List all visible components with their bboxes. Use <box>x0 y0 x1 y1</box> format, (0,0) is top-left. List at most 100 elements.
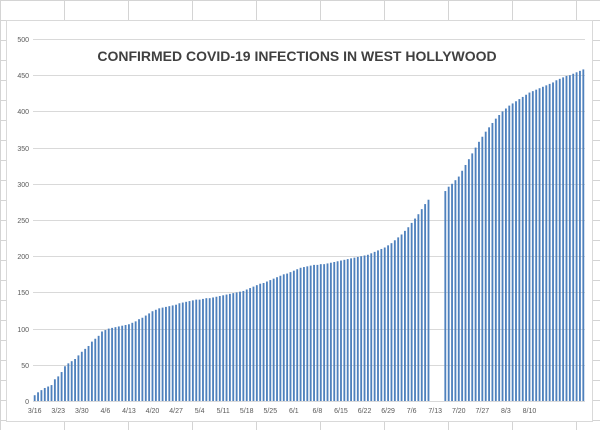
y-tick-label: 150 <box>17 290 29 297</box>
bar <box>457 176 460 401</box>
bar <box>521 96 524 402</box>
bar <box>107 328 110 401</box>
bar <box>50 385 53 401</box>
bar <box>168 306 171 401</box>
bar <box>535 89 538 402</box>
bar <box>249 288 252 401</box>
bar <box>329 262 332 401</box>
bar <box>326 263 329 401</box>
bar <box>292 270 295 401</box>
y-tick-label: 250 <box>17 218 29 225</box>
bar <box>552 82 554 401</box>
bar <box>545 85 548 401</box>
bar <box>235 292 238 401</box>
bar <box>491 122 494 401</box>
bar <box>323 264 326 401</box>
bar <box>467 159 470 401</box>
bar <box>572 73 575 401</box>
bar <box>97 335 100 401</box>
bar <box>218 296 221 401</box>
bar <box>165 306 167 401</box>
bar <box>424 204 427 401</box>
bar <box>276 277 278 401</box>
bar <box>548 83 551 401</box>
bar <box>383 247 386 401</box>
bar <box>111 327 114 401</box>
bar <box>228 293 231 401</box>
bar <box>252 286 255 401</box>
x-tick-label: 5/11 <box>217 408 230 415</box>
bar <box>266 281 268 401</box>
bar <box>117 326 120 401</box>
bar <box>346 259 349 401</box>
bar <box>518 99 521 401</box>
bar <box>222 295 225 401</box>
bar <box>262 282 265 401</box>
bar <box>390 243 393 401</box>
bar <box>128 324 130 401</box>
bar <box>104 330 107 401</box>
bar <box>151 311 154 401</box>
bar <box>60 372 63 401</box>
bar <box>575 72 578 402</box>
bar <box>269 280 272 401</box>
bar <box>80 351 83 401</box>
bar <box>148 313 151 401</box>
bar <box>40 390 43 401</box>
bar <box>259 283 262 401</box>
bar <box>309 265 312 401</box>
x-tick-label: 4/27 <box>169 408 183 415</box>
bar <box>404 230 406 401</box>
x-tick-label: 4/6 <box>101 408 111 415</box>
bar <box>74 359 76 401</box>
bar <box>296 269 299 401</box>
bar <box>474 147 477 401</box>
bar <box>420 209 423 401</box>
bar <box>57 376 60 401</box>
y-tick-label: 500 <box>17 37 29 44</box>
x-tick-label: 5/25 <box>263 408 277 415</box>
bar <box>393 240 396 401</box>
bar <box>154 309 157 401</box>
bar <box>484 131 487 402</box>
bar <box>33 395 36 401</box>
bar <box>464 164 467 401</box>
bar <box>461 170 464 401</box>
x-axis-labels: 3/16 3/23 3/30 4/6 4/13 4/20 4/27 5/4 5/11 5/18 5/… <box>28 408 537 415</box>
bar <box>215 296 218 401</box>
bar <box>451 183 453 401</box>
bar <box>225 294 228 401</box>
x-tick-label: 6/29 <box>381 408 395 415</box>
bar <box>303 267 305 401</box>
x-tick-label: 7/27 <box>476 408 490 415</box>
bar <box>471 153 474 401</box>
y-tick-label: 450 <box>17 73 29 80</box>
y-tick-label: 400 <box>17 109 29 116</box>
bar <box>481 136 484 401</box>
bar <box>447 186 450 401</box>
bar <box>353 257 356 401</box>
x-tick-label: 4/20 <box>146 408 160 415</box>
bar <box>70 361 73 401</box>
bar <box>370 253 373 401</box>
bar <box>242 290 245 401</box>
bar <box>319 264 322 401</box>
x-tick-label: 6/22 <box>358 408 372 415</box>
bar <box>515 101 517 401</box>
bar <box>542 86 544 401</box>
x-tick-label: 3/16 <box>28 408 42 415</box>
bar <box>43 387 46 401</box>
bar <box>525 94 528 401</box>
bar <box>282 274 285 401</box>
chart-area[interactable]: CONFIRMED COVID-19 INFECTIONS IN WEST HO… <box>6 20 593 422</box>
bar <box>84 348 87 401</box>
bar <box>239 291 241 401</box>
x-tick-label: 6/15 <box>334 408 348 415</box>
bar <box>279 275 282 401</box>
bar <box>124 324 127 401</box>
x-tick-label: 7/20 <box>452 408 466 415</box>
bar <box>131 322 134 401</box>
bar <box>478 141 480 401</box>
bar <box>208 298 211 401</box>
bar <box>134 321 137 401</box>
